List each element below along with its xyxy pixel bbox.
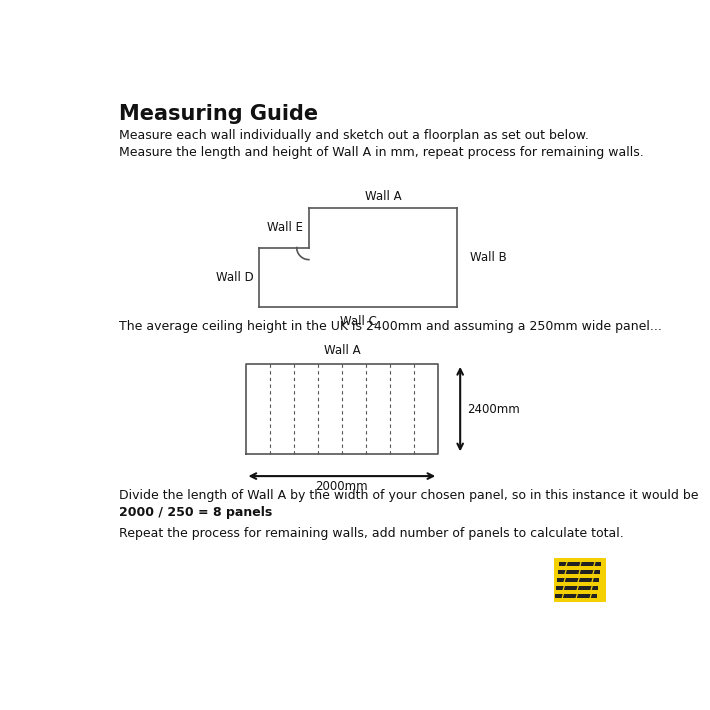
Text: Divide the length of Wall A by the width of your chosen panel, so in this instan: Divide the length of Wall A by the width… xyxy=(119,488,699,502)
Bar xyxy=(558,569,600,574)
Text: Wall A: Wall A xyxy=(324,344,360,357)
Text: 2000mm: 2000mm xyxy=(315,481,368,493)
Text: Wall E: Wall E xyxy=(268,222,303,234)
Bar xyxy=(556,586,598,590)
Text: Measure the length and height of Wall A in mm, repeat process for remaining wall: Measure the length and height of Wall A … xyxy=(119,146,644,160)
Bar xyxy=(554,558,606,602)
Bar xyxy=(555,594,597,599)
Text: 2400mm: 2400mm xyxy=(466,403,520,415)
Text: Measuring Guide: Measuring Guide xyxy=(119,104,318,124)
Text: Repeat the process for remaining walls, add number of panels to calculate total.: Repeat the process for remaining walls, … xyxy=(119,527,624,540)
Text: Wall D: Wall D xyxy=(216,271,254,283)
Bar xyxy=(557,578,599,582)
Text: Wall B: Wall B xyxy=(469,251,506,264)
Text: Measure each wall individually and sketch out a floorplan as set out below.: Measure each wall individually and sketc… xyxy=(119,129,589,142)
Text: Wall A: Wall A xyxy=(365,190,401,203)
Bar xyxy=(559,562,601,566)
Text: Wall C: Wall C xyxy=(340,315,377,328)
Text: 2000 / 250 = 8 panels: 2000 / 250 = 8 panels xyxy=(119,506,272,519)
Text: The average ceiling height in the UK is 2400mm and assuming a 250mm wide panel..: The average ceiling height in the UK is … xyxy=(119,320,662,333)
